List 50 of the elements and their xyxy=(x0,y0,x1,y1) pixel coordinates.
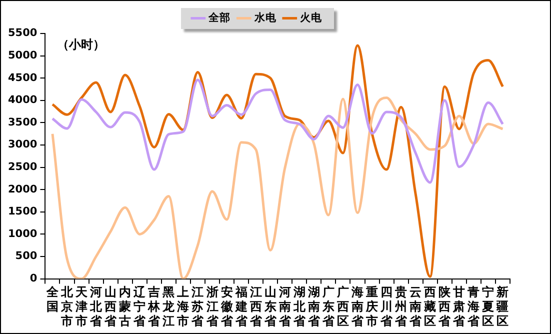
x-tick-label: 江西省 xyxy=(248,285,263,328)
y-tick-label: 5000 xyxy=(8,50,38,62)
x-tick-label: 湖北省 xyxy=(292,285,306,328)
y-tick-label: 3000 xyxy=(8,138,38,151)
legend-label: 水电 xyxy=(253,10,278,24)
y-tick-label: 1500 xyxy=(8,206,38,218)
x-tick-label: 山西省 xyxy=(104,285,118,328)
y-tick-label: 1000 xyxy=(8,228,38,240)
y-tick-label: 2000 xyxy=(8,183,38,196)
x-tick-label: 天津市 xyxy=(74,285,89,328)
x-tick-label: 广东省 xyxy=(321,285,336,328)
x-tick-label: 黑龙江 xyxy=(162,285,176,328)
x-tick-label: 北京市 xyxy=(60,285,74,328)
y-tick-label: 4500 xyxy=(8,72,38,84)
x-tick-label: 河北省 xyxy=(89,285,104,328)
x-tick-label: 海南省 xyxy=(350,285,364,328)
x-tick-label: 西藏区 xyxy=(423,285,436,328)
x-tick-label: 青海省 xyxy=(466,285,481,328)
legend-label: 火电 xyxy=(300,10,324,24)
x-tick-label: 吉林省 xyxy=(147,285,162,328)
x-tick-label: 辽宁省 xyxy=(132,285,147,328)
y-axis-title: （小时） xyxy=(57,38,106,52)
x-tick-label: 山东省 xyxy=(263,285,278,328)
x-tick-label: 江苏省 xyxy=(190,285,205,328)
y-tick-label: 2500 xyxy=(8,161,38,174)
x-tick-label: 内蒙古 xyxy=(118,285,132,328)
x-tick-label: 新疆区 xyxy=(496,285,509,328)
x-tick-label: 甘肃省 xyxy=(452,285,466,328)
x-tick-label: 湖南省 xyxy=(306,285,321,328)
x-tick-label: 河南省 xyxy=(278,285,292,328)
x-tick-label: 广西区 xyxy=(336,285,349,328)
x-tick-label: 陕西省 xyxy=(438,285,452,328)
y-tick-label: 3500 xyxy=(8,116,38,128)
y-tick-label: 0 xyxy=(30,272,38,285)
line-series xyxy=(51,78,504,184)
legend-label: 全部 xyxy=(208,10,231,24)
x-tick-label: 宁夏区 xyxy=(481,285,494,328)
x-tick-label: 浙江省 xyxy=(205,285,220,328)
x-tick-label: 四川省 xyxy=(380,285,394,328)
y-tick-label: 500 xyxy=(15,250,38,262)
x-tick-label: 上海市 xyxy=(176,285,190,328)
x-tick-label: 全国 xyxy=(45,285,60,314)
y-tick-label: 4000 xyxy=(8,94,38,106)
line-series xyxy=(51,96,504,279)
x-tick-label: 福建省 xyxy=(234,285,248,328)
x-tick-label: 安徽省 xyxy=(220,285,234,328)
x-tick-label: 贵州省 xyxy=(394,285,408,328)
y-tick-label: 5500 xyxy=(8,27,38,40)
x-tick-label: 重庆市 xyxy=(365,285,378,328)
x-tick-label: 云南省 xyxy=(408,285,423,328)
